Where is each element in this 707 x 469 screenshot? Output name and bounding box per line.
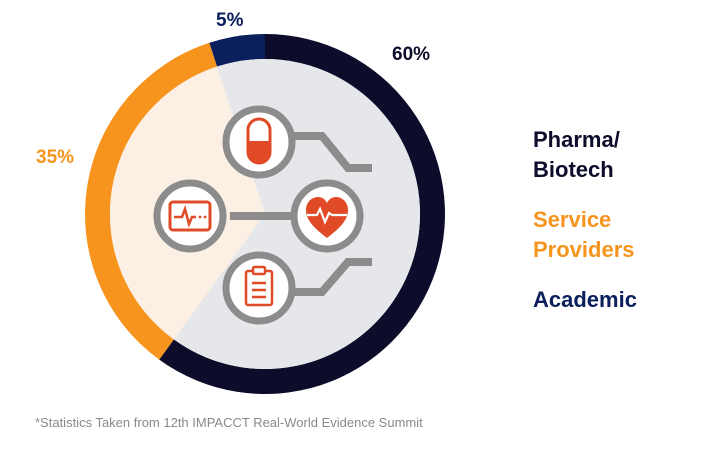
slice-service: [85, 42, 218, 360]
footnote: *Statistics Taken from 12th IMPACCT Real…: [35, 415, 423, 430]
slice-label-academic: 5%: [216, 10, 244, 31]
heart-monitor-icon: [153, 179, 227, 253]
connector-bottom: [292, 258, 372, 296]
slice-pharma: [159, 34, 446, 394]
legend-item-service: Service Providers: [533, 207, 635, 262]
connector-top: [292, 132, 372, 172]
capsule-icon: [222, 105, 296, 179]
legend-item-academic: Academic: [533, 287, 637, 312]
slice-academic: [209, 34, 265, 67]
slice-label-pharma: 60%: [392, 44, 431, 65]
slice-label-service: 35%: [36, 147, 75, 168]
connector-lines: [230, 132, 372, 296]
clipboard-icon: [222, 251, 296, 325]
donut-slices: [85, 34, 446, 394]
legend-item-pharma: Pharma/ Biotech: [533, 127, 620, 182]
heart-pulse-icon: [290, 179, 364, 253]
